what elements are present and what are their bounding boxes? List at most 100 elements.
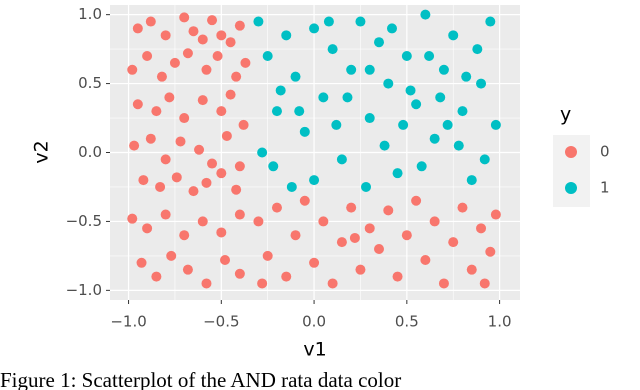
point xyxy=(234,209,245,220)
point xyxy=(420,255,431,266)
y-axis-label: v2 xyxy=(31,140,53,163)
point xyxy=(401,230,412,241)
point xyxy=(490,209,501,220)
point xyxy=(175,136,186,147)
point xyxy=(179,12,190,23)
point xyxy=(160,154,171,165)
point xyxy=(398,119,409,130)
point xyxy=(466,264,477,275)
y-tick-label: 0.0 xyxy=(78,143,102,161)
point xyxy=(262,51,273,62)
point xyxy=(225,37,236,48)
point xyxy=(142,223,153,234)
point xyxy=(127,213,138,224)
point xyxy=(466,175,477,186)
point xyxy=(392,168,403,179)
point xyxy=(383,205,394,216)
point xyxy=(207,158,218,169)
point xyxy=(257,147,268,158)
point xyxy=(207,15,218,26)
point xyxy=(383,78,394,89)
point xyxy=(386,23,397,34)
grid xyxy=(110,5,520,300)
point xyxy=(182,48,193,59)
point xyxy=(201,177,212,188)
legend-key-background xyxy=(553,135,590,207)
x-axis-label: v1 xyxy=(303,339,326,361)
point xyxy=(416,161,427,172)
y-tick-label: 1.0 xyxy=(78,5,102,23)
point xyxy=(271,202,282,213)
point xyxy=(231,184,242,195)
point xyxy=(286,181,297,192)
point xyxy=(216,106,227,117)
x-tick-label: 0.0 xyxy=(302,313,326,331)
point xyxy=(253,16,264,27)
point xyxy=(138,175,149,186)
y-tick-label: 0.5 xyxy=(78,74,102,92)
point xyxy=(401,51,412,62)
point xyxy=(257,278,268,289)
point xyxy=(275,85,286,96)
point xyxy=(429,133,440,144)
point xyxy=(281,271,292,282)
point xyxy=(361,181,372,192)
point xyxy=(309,23,320,34)
point xyxy=(164,92,175,103)
point xyxy=(472,44,483,55)
point xyxy=(201,278,212,289)
point xyxy=(309,257,320,268)
point xyxy=(485,16,496,27)
legend-label: 1 xyxy=(600,179,610,197)
legend-label: 0 xyxy=(600,143,610,161)
point xyxy=(188,26,199,37)
point xyxy=(231,71,242,82)
point xyxy=(281,30,292,41)
point xyxy=(127,64,138,75)
point xyxy=(448,237,459,248)
point xyxy=(151,106,162,117)
point xyxy=(331,119,342,130)
x-tick-label: −0.5 xyxy=(203,313,239,331)
point xyxy=(346,64,357,75)
point xyxy=(188,186,199,197)
x-tick-label: 1.0 xyxy=(488,313,512,331)
point xyxy=(132,23,143,34)
point xyxy=(171,172,182,183)
point xyxy=(160,30,171,41)
caption: Figure 1: Scatterplot of the AND rata da… xyxy=(0,368,401,390)
point xyxy=(479,154,490,165)
point xyxy=(374,37,385,48)
point xyxy=(253,216,264,227)
point xyxy=(145,133,156,144)
x-tick-label: −1.0 xyxy=(110,313,146,331)
point xyxy=(299,126,310,137)
point xyxy=(476,78,487,89)
point xyxy=(476,223,487,234)
point xyxy=(136,257,147,268)
point xyxy=(336,154,347,165)
point xyxy=(234,20,245,31)
point xyxy=(379,140,390,151)
point xyxy=(364,223,375,234)
point xyxy=(318,92,329,103)
point xyxy=(225,89,236,100)
point xyxy=(411,195,422,206)
point xyxy=(364,113,375,124)
legend-title: y xyxy=(560,104,571,126)
point xyxy=(216,168,227,179)
point xyxy=(349,232,360,243)
point xyxy=(151,271,162,282)
point xyxy=(442,119,453,130)
y-tick-label: −1.0 xyxy=(66,281,102,299)
point xyxy=(220,255,231,266)
point xyxy=(194,144,205,155)
point xyxy=(132,99,143,110)
point xyxy=(485,246,496,257)
point xyxy=(271,106,282,117)
point xyxy=(323,16,334,27)
point xyxy=(309,175,320,186)
point xyxy=(145,16,156,27)
